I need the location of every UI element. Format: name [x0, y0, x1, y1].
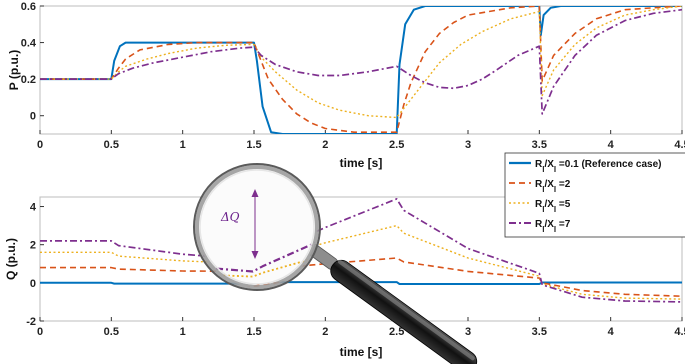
series-line-q-r7	[40, 198, 682, 303]
x-tick-label-q: 2.5	[389, 326, 404, 338]
x-tick-label-q: 3.5	[532, 326, 547, 338]
ticks-p: 0 0.5 1 1.5 2 2.5 3 3.5 4 4.5 0 0.2 0.4 0.6	[21, 1, 685, 151]
legend-label-ref: Rl/Xl =0.1 (Reference case)	[535, 159, 662, 174]
legend-label-r2: Rl/Xl =2	[535, 179, 571, 194]
delta-q-label: ΔQ	[220, 210, 240, 224]
series-line-q-ref	[40, 281, 682, 285]
x-tick-label-q: 4	[608, 326, 615, 338]
magnifier-icon: ΔQ	[193, 163, 478, 364]
y-axis-label-p: P (p.u.)	[7, 50, 21, 90]
y-tick-label-p: 0.2	[21, 74, 36, 86]
delta-q-annotation: ΔQ	[220, 189, 259, 259]
x-tick-label-p: 0	[37, 139, 43, 151]
chart-p: 00.511.522.533.544.500.20.40.6 P (p.u.) …	[7, 1, 685, 170]
x-tick-label-q: 2	[322, 326, 328, 338]
x-tick-label-p: 2.5	[389, 139, 404, 151]
series-line-p-r7	[40, 8, 682, 115]
y-tick-label-p: 0.6	[21, 1, 36, 13]
y-tick-label-p: 0.4	[21, 38, 37, 50]
x-tick-label-p: 2	[322, 139, 328, 151]
series-line-q-r5	[40, 224, 682, 300]
y-tick-label-p: 0	[30, 111, 36, 123]
series-line-p-r2	[40, 6, 682, 133]
x-tick-label-p: 3	[465, 139, 471, 151]
plot-area-p	[39, 5, 683, 135]
x-axis-label-q: time [s]	[340, 345, 383, 359]
x-tick-label-p: 1	[180, 139, 186, 151]
x-tick-label-q: 0.5	[104, 326, 119, 338]
legend-label-r7: Rl/Xl =7	[535, 219, 571, 234]
series-p	[40, 6, 682, 134]
legend-box	[504, 152, 685, 238]
x-tick-label-q: 4.5	[674, 326, 685, 338]
y-tick-label-q: 2	[30, 240, 36, 252]
series-line-p-ref	[40, 6, 682, 134]
legend-label-r5: Rl/Xl =5	[535, 199, 571, 214]
x-tick-label-p: 3.5	[532, 139, 547, 151]
series-q	[40, 198, 682, 303]
y-tick-label-q: 0	[30, 278, 36, 290]
x-tick-label-q: 0	[37, 326, 43, 338]
x-axis-label-p: time [s]	[340, 156, 383, 170]
y-axis-label-q: Q (p.u.)	[4, 238, 18, 280]
x-tick-label-p: 0.5	[104, 139, 119, 151]
y-tick-label-q: 4	[30, 202, 37, 214]
series-line-p-r5	[40, 6, 682, 119]
x-tick-label-q: 1	[180, 326, 186, 338]
legend: Rl/Xl =0.1 (Reference case) Rl/Xl =2 Rl/Xl…	[504, 152, 685, 238]
x-tick-label-p: 4.5	[674, 139, 685, 151]
y-tick-label-q: -2	[26, 316, 36, 328]
x-tick-label-p: 4	[608, 139, 615, 151]
x-tick-label-q: 1.5	[246, 326, 261, 338]
series-line-q-r2	[40, 257, 682, 297]
x-tick-label-q: 3	[465, 326, 471, 338]
x-tick-label-p: 1.5	[246, 139, 261, 151]
